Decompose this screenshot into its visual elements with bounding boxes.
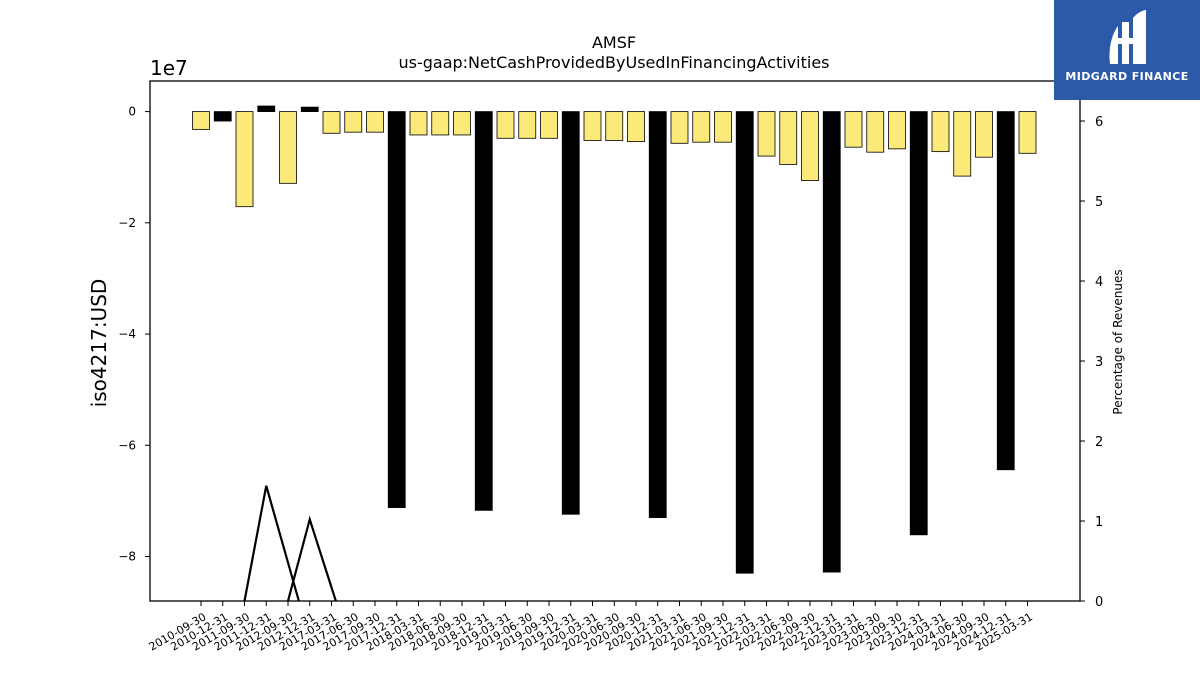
bar (692, 111, 711, 143)
bar (344, 111, 363, 133)
bar (453, 111, 471, 136)
bar (931, 111, 950, 153)
y2-axis: 0 1 2 3 4 5 6 (1080, 115, 1103, 610)
y2-tick-label: 1 (1095, 515, 1103, 530)
bar (953, 111, 972, 177)
company-logo: MIDGARD FINANCE (1054, 0, 1200, 100)
bar (496, 111, 515, 139)
bar (822, 111, 841, 573)
bar (888, 111, 906, 150)
bar (779, 111, 798, 165)
bar (366, 111, 384, 133)
y2-axis-label: Percentage of Revenues (1111, 269, 1125, 414)
y2-tick-label: 4 (1095, 275, 1103, 290)
percentage-line (243, 485, 300, 602)
bar (518, 111, 537, 139)
y-tick-label: −8 (118, 550, 136, 564)
y-tick-label: −2 (118, 216, 136, 230)
bar (583, 111, 602, 141)
y-offset-label: 1e7 (150, 56, 188, 80)
bar (648, 111, 667, 518)
logo-text: MIDGARD FINANCE (1065, 70, 1189, 83)
bar (996, 111, 1015, 471)
y2-tick-label: 3 (1095, 355, 1103, 370)
y-tick-label: 0 (128, 105, 136, 119)
bar (627, 111, 645, 143)
bar (409, 111, 428, 136)
bar (235, 111, 254, 208)
plot-frame (149, 80, 1081, 602)
y-tick-label: −6 (118, 438, 136, 452)
bar (192, 111, 210, 130)
bar (387, 111, 406, 508)
bar (540, 111, 558, 139)
bar (474, 111, 493, 511)
bar (300, 106, 319, 112)
x-axis: 2010-09-302010-12-312011-09-302011-12-31… (147, 601, 1035, 654)
bar (213, 111, 232, 122)
bar (757, 111, 776, 157)
bar (844, 111, 863, 148)
bar (670, 111, 689, 144)
y2-tick-label: 0 (1095, 595, 1103, 610)
chart-title: AMSF (592, 33, 636, 52)
y2-tick-label: 6 (1095, 115, 1103, 130)
bar (975, 111, 993, 158)
y-axis: 0 −2 −4 −6 −8 (118, 105, 150, 564)
bar (431, 111, 450, 136)
midgard-logo-icon (1109, 10, 1146, 64)
chart-subtitle: us-gaap:NetCashProvidedByUsedInFinancing… (398, 53, 829, 72)
bar (322, 111, 341, 134)
y2-tick-label: 5 (1095, 195, 1103, 210)
bar (279, 111, 297, 184)
bar (714, 111, 732, 143)
bar (801, 111, 819, 181)
y-tick-label: −4 (118, 327, 136, 341)
bar (561, 111, 580, 515)
bar (909, 111, 928, 536)
y2-tick-label: 2 (1095, 435, 1103, 450)
percentage-line (286, 515, 337, 602)
bar (605, 111, 624, 141)
y-axis-label: iso4217:USD (87, 279, 111, 408)
percentage-line-layer (243, 485, 337, 602)
bar-series (192, 105, 1037, 574)
bar (866, 111, 885, 153)
bar (257, 105, 276, 112)
bar (1018, 111, 1037, 154)
bar (735, 111, 754, 574)
